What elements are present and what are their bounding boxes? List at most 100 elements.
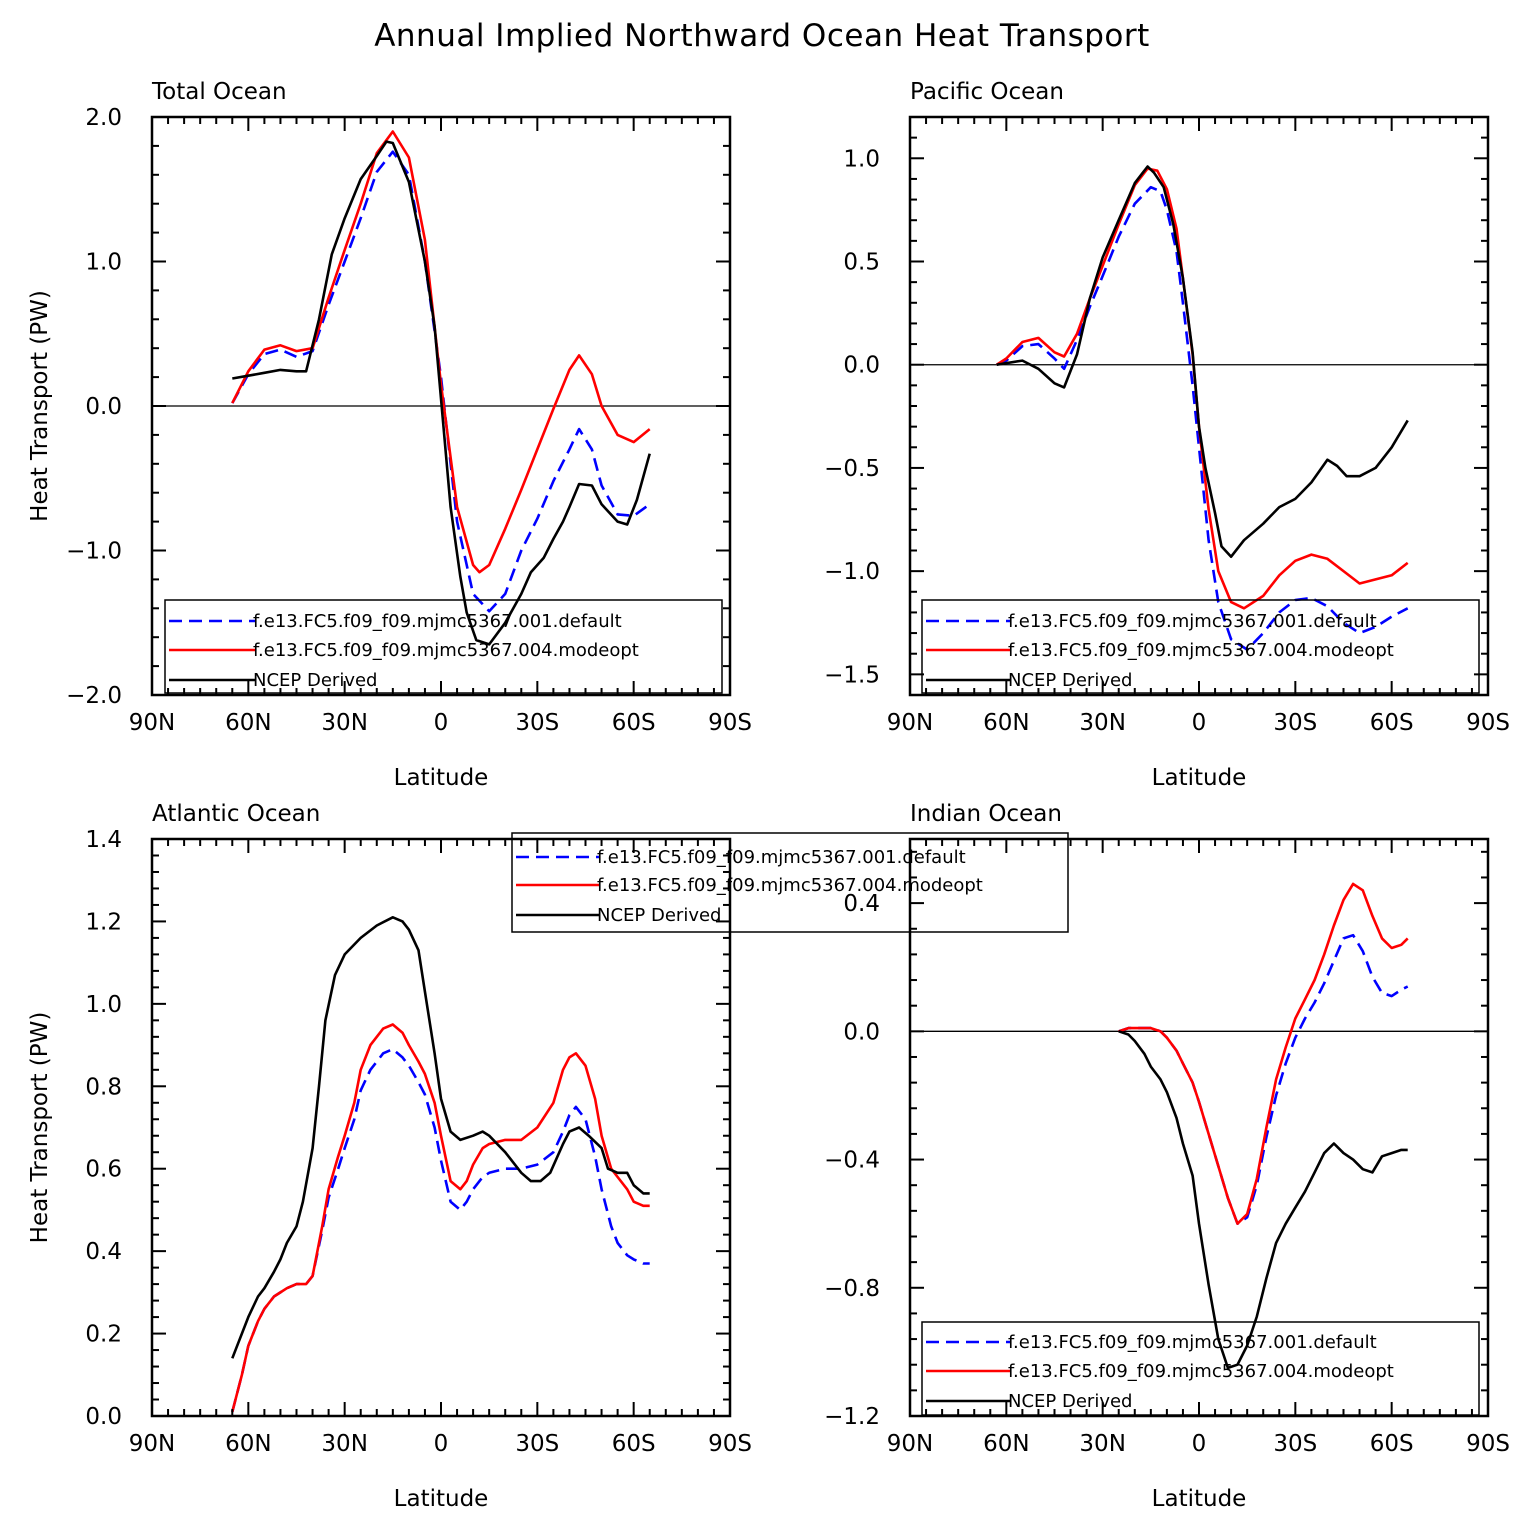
panel-pacific-ocean: 90N 60N 30N 0 30S 60S 90S −1.5 −1.0 −0.5 0.0 0.5 1.0… [824,79,1510,791]
y-tick-label: 1.0 [85,250,122,276]
x-tick-label: 90S [708,1431,752,1457]
y-tick-label: 0.0 [85,1404,122,1430]
x-tick-label: 30S [1273,1431,1317,1457]
legend-box [164,599,723,694]
legend-label: NCEP Derived [1008,670,1132,691]
series-line-f-e13-fc5-f09-f09-mjmc5367-004-modeopt [1118,882,1409,1225]
y-tick-label: −0.5 [824,456,880,482]
figure-title: Annual Implied Northward Ocean Heat Tran… [374,18,1150,54]
x-axis-label: Latitude [1152,765,1247,791]
x-tick-label: 90N [129,1431,175,1457]
legend: f.e13.FC5.f09_f09.mjmc5367.001.default f.… [921,599,1480,694]
panel-title: Atlantic Ocean [152,801,320,827]
plot-frame [908,837,1490,1418]
x-tick-label: 60N [983,710,1029,736]
x-tick-label: 60N [983,1431,1029,1457]
series-line-f-e13-fc5-f09-f09-mjmc5367-004-modeopt [231,1023,650,1413]
panel-title: Total Ocean [151,79,287,105]
panel-title: Pacific Ocean [910,79,1064,105]
panel-total-ocean: 90N 60N 30N 0 30S 60S 90S −2.0 −1.0 0.0 1.0 2.0 Tota… [27,79,752,791]
y-tick-label: −0.4 [824,1148,880,1174]
x-tick-label: 0 [1192,710,1207,736]
y-tick-label: −1.5 [824,662,880,688]
series-line-f-e13-fc5-f09-f09-mjmc5367-004-modeopt [231,130,651,574]
legend-label: f.e13.FC5.f09_f09.mjmc5367.001.default [1008,611,1377,632]
legend-label: f.e13.FC5.f09_f09.mjmc5367.004.modeopt [1008,1361,1394,1382]
legend-box [921,599,1480,694]
y-tick-label: 0.6 [85,1157,122,1183]
legend-box [511,832,1069,933]
series-line-ncep-derived [232,140,651,646]
x-tick-label: 90S [1466,710,1510,736]
legend-label: NCEP Derived [597,905,721,926]
x-tick-label: 30S [515,710,559,736]
x-tick-label: 30N [1079,1431,1125,1457]
x-tick-label: 90N [887,1431,933,1457]
legend: f.e13.FC5.f09_f09.mjmc5367.001.default f.… [921,1321,1480,1416]
y-tick-label: −1.0 [66,539,122,565]
legend-label: f.e13.FC5.f09_f09.mjmc5367.004.modeopt [597,875,983,896]
x-tick-label: 30S [1273,710,1317,736]
panel-title: Indian Ocean [910,801,1062,827]
x-tick-label: 0 [434,1431,449,1457]
y-tick-label: 1.0 [85,992,122,1018]
series-line-f-e13-fc5-f09-f09-mjmc5367-001-default [1118,933,1409,1225]
y-tick-label: 2.0 [85,105,122,131]
series-line-ncep-derived [1118,1030,1408,1370]
x-axis-label: Latitude [394,1486,489,1512]
panel-indian-ocean: 90N 60N 30N 0 30S 60S 90S −1.2 −0.8 −0.4 0.0 0.4 Ind… [824,801,1510,1512]
plot-frame [908,115,1490,697]
x-tick-label: 90N [129,710,175,736]
y-tick-label: 0.0 [843,1019,880,1045]
x-tick-label: 30N [1079,710,1125,736]
x-axis-label: Latitude [1152,1486,1247,1512]
series-line-ncep-derived [231,915,650,1359]
y-tick-label: −0.8 [824,1276,880,1302]
legend: f.e13.FC5.f09_f09.mjmc5367.001.default f.… [164,599,723,694]
y-tick-label: 0.4 [843,891,880,917]
y-tick-label: 0.5 [843,250,880,276]
legend-label: f.e13.FC5.f09_f09.mjmc5367.001.default [253,611,622,632]
y-tick-label: 0.2 [85,1322,122,1348]
x-axis-label: Latitude [394,765,489,791]
x-tick-label: 90N [887,710,933,736]
legend-label: f.e13.FC5.f09_f09.mjmc5367.001.default [597,847,966,868]
y-tick-label: 0.8 [85,1074,122,1100]
x-tick-label: 0 [1192,1431,1207,1457]
x-tick-label: 90S [1466,1431,1510,1457]
legend: f.e13.FC5.f09_f09.mjmc5367.001.default f.… [511,832,1069,933]
legend-label: f.e13.FC5.f09_f09.mjmc5367.001.default [1008,1332,1377,1353]
y-tick-label: −1.0 [824,559,880,585]
x-tick-label: 60S [612,710,656,736]
x-tick-label: 0 [434,710,449,736]
y-tick-label: 0.4 [85,1239,122,1265]
legend-label: f.e13.FC5.f09_f09.mjmc5367.004.modeopt [253,640,639,661]
x-tick-label: 30S [515,1431,559,1457]
y-tick-label: 0.0 [85,394,122,420]
series-line-f-e13-fc5-f09-f09-mjmc5367-004-modeopt [995,167,1409,610]
legend-label: NCEP Derived [253,670,377,691]
x-tick-label: 60S [1370,710,1414,736]
y-tick-label: 1.4 [85,827,122,853]
y-axis-label: Heat Transport (PW) [27,290,53,522]
legend-label: f.e13.FC5.f09_f09.mjmc5367.004.modeopt [1008,640,1394,661]
x-tick-label: 60N [225,710,271,736]
y-tick-label: −2.0 [66,683,122,709]
x-tick-label: 60S [1370,1431,1414,1457]
legend-box [921,1321,1480,1416]
x-tick-label: 60N [225,1431,271,1457]
series-line-ncep-derived [996,165,1409,559]
y-tick-label: 1.2 [85,909,122,935]
y-axis-label: Heat Transport (PW) [27,1012,53,1244]
x-tick-label: 60S [612,1431,656,1457]
x-tick-label: 90S [708,710,752,736]
y-tick-label: −1.2 [824,1404,880,1430]
y-tick-label: 1.0 [843,146,880,172]
legend-label: NCEP Derived [1008,1391,1132,1412]
y-tick-label: 0.0 [843,353,880,379]
x-tick-label: 30N [321,1431,367,1457]
x-tick-label: 30N [321,710,367,736]
panel-atlantic-ocean: 90N 60N 30N 0 30S 60S 90S 0.0 0.2 0.4 0.6 0.8 1.0 1.2… [27,801,1069,1512]
series-line-f-e13-fc5-f09-f09-mjmc5367-001-default [996,185,1409,651]
